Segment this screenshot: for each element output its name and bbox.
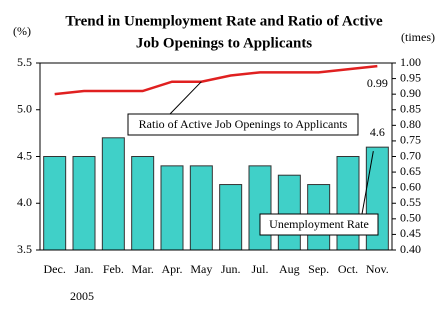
bar <box>72 156 96 251</box>
value-label: 0.99 <box>367 76 388 90</box>
x-tick-label: Jun. <box>221 262 241 276</box>
chart-title: Job Openings to Applicants <box>136 35 312 51</box>
y2-tick-label: 0.55 <box>400 195 421 209</box>
y-tick-label: 4.0 <box>17 195 32 209</box>
callout <box>361 151 374 215</box>
x-tick-label: Apr. <box>162 262 183 276</box>
y2-tick-label: 0.50 <box>400 211 421 225</box>
year-label: 2005 <box>70 289 94 303</box>
bar <box>336 156 360 251</box>
y-tick-label: 5.0 <box>17 102 32 116</box>
plot-frame <box>39 62 393 251</box>
x-tick-label: Mar. <box>131 262 153 276</box>
bar <box>43 156 67 251</box>
y2-tick-label: 0.40 <box>400 242 421 256</box>
y-tick-label: 4.5 <box>17 148 32 162</box>
line <box>54 64 378 96</box>
y2-tick-label: 0.45 <box>400 226 421 240</box>
y-tick-label: 5.5 <box>17 55 32 69</box>
y2-tick-label: 1.00 <box>400 55 421 69</box>
bar <box>160 165 184 251</box>
y-unit: (%) <box>13 24 31 38</box>
x-tick-label: Feb. <box>103 262 124 276</box>
x-tick-label: Jul. <box>251 262 268 276</box>
y2-tick-label: 0.80 <box>400 117 421 131</box>
x-tick-label: Oct. <box>338 262 358 276</box>
annotation-box <box>127 113 359 136</box>
annotation: Unemployment Rate <box>269 217 369 231</box>
x-tick-label: Sep. <box>308 262 329 276</box>
y2-tick-label: 0.60 <box>400 179 421 193</box>
x-tick-label: Jan. <box>75 262 94 276</box>
y2-tick-label: 0.90 <box>400 86 421 100</box>
bar <box>277 174 301 251</box>
y2-unit: (times) <box>401 30 435 44</box>
bar <box>219 184 243 251</box>
x-tick-label: Nov. <box>366 262 389 276</box>
value-label: 4.6 <box>370 125 385 139</box>
bar <box>189 165 213 251</box>
x-tick-label: Dec. <box>44 262 66 276</box>
callout <box>169 81 202 115</box>
y2-tick-label: 0.85 <box>400 102 421 116</box>
y2-tick-label: 0.70 <box>400 148 421 162</box>
y2-tick-label: 0.65 <box>400 164 421 178</box>
bar <box>131 156 155 251</box>
x-tick-label: May <box>190 262 212 276</box>
y-tick-label: 3.5 <box>17 242 32 256</box>
bar <box>101 137 125 251</box>
annotation: Ratio of Active Job Openings to Applican… <box>139 117 348 131</box>
y2-tick-label: 0.95 <box>400 70 421 84</box>
x-tick-label: Aug <box>279 262 300 276</box>
y2-tick-label: 0.75 <box>400 133 421 147</box>
annotation-box <box>259 213 379 236</box>
bar <box>248 165 272 251</box>
chart-title: Trend in Unemployment Rate and Ratio of … <box>65 13 383 29</box>
